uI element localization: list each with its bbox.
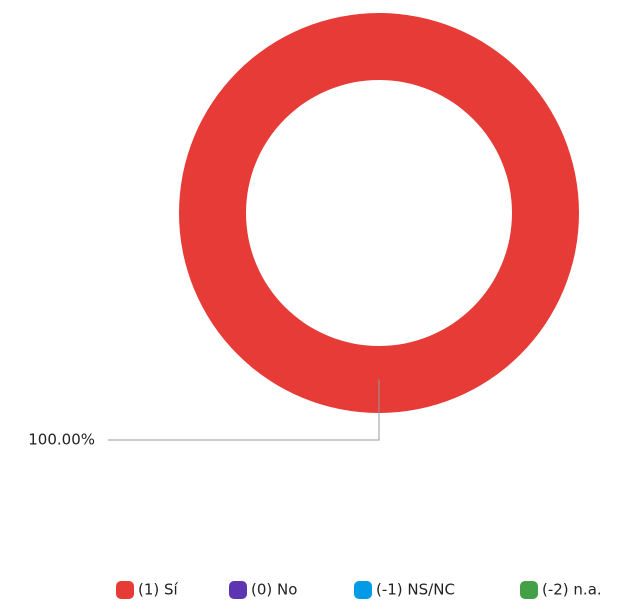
leader-line — [108, 379, 380, 441]
legend-label: (0) No — [251, 581, 297, 599]
legend-swatch — [520, 581, 538, 599]
legend-swatch — [354, 581, 372, 599]
donut-slice — [179, 13, 579, 413]
legend-swatch — [229, 581, 247, 599]
data-label: 100.00% — [28, 431, 95, 449]
legend-swatch — [116, 581, 134, 599]
legend-label: (-2) n.a. — [542, 581, 602, 599]
legend-label: (-1) NS/NC — [376, 581, 455, 599]
legend-label: (1) Sí — [138, 581, 179, 599]
